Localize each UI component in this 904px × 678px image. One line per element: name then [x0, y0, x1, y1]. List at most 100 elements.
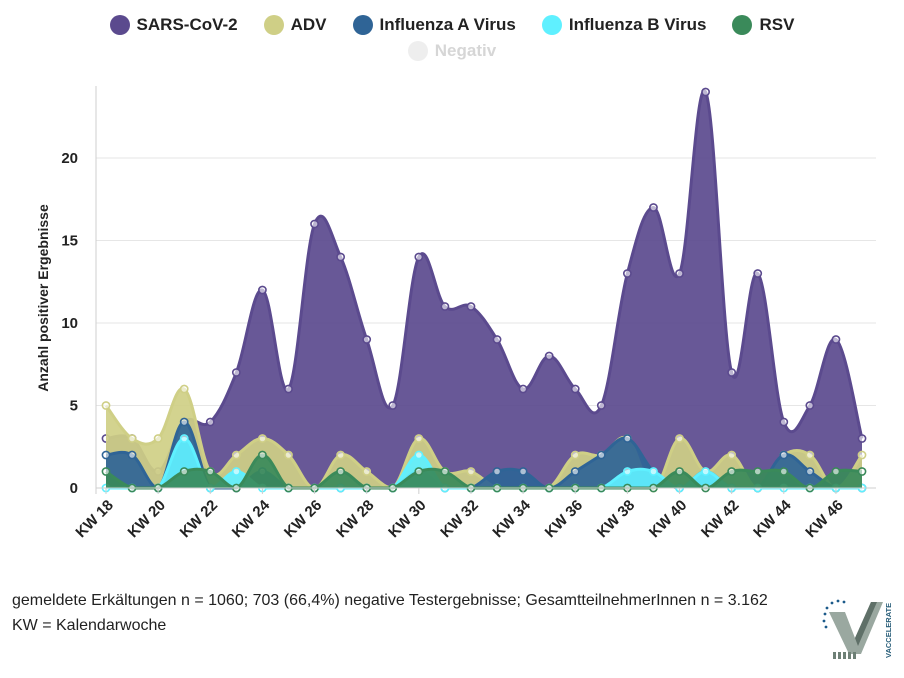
- data-point[interactable]: [570, 450, 580, 460]
- data-point[interactable]: [388, 401, 398, 410]
- data-point[interactable]: [570, 467, 580, 476]
- data-point[interactable]: [779, 467, 789, 476]
- legend-swatch: [109, 15, 130, 35]
- data-point[interactable]: [805, 450, 815, 460]
- legend-swatch: [263, 15, 284, 35]
- data-point[interactable]: [284, 450, 293, 460]
- data-point[interactable]: [179, 384, 189, 394]
- data-point[interactable]: [831, 467, 841, 476]
- legend-item-negativ[interactable]: Negativ: [407, 41, 496, 61]
- data-point[interactable]: [336, 252, 346, 262]
- data-point[interactable]: [701, 467, 710, 476]
- data-point[interactable]: [362, 467, 372, 476]
- data-point[interactable]: [205, 417, 215, 427]
- data-point[interactable]: [284, 384, 293, 394]
- legend-item-influenza-a-virus[interactable]: Influenza A Virus: [352, 15, 516, 35]
- data-point[interactable]: [831, 335, 841, 344]
- series-sars-cov-2: [101, 87, 867, 488]
- legend-item-adv[interactable]: ADV: [263, 15, 327, 35]
- logo-stars: [822, 599, 846, 629]
- data-point[interactable]: [258, 450, 267, 460]
- data-point[interactable]: [440, 467, 450, 476]
- x-tick-label: KW 24: [229, 496, 274, 541]
- data-point[interactable]: [622, 269, 632, 278]
- data-point[interactable]: [544, 351, 554, 361]
- data-point[interactable]: [675, 434, 684, 443]
- data-point[interactable]: [101, 450, 111, 460]
- data-point[interactable]: [727, 368, 737, 377]
- data-point[interactable]: [127, 434, 137, 443]
- data-point[interactable]: [231, 467, 241, 476]
- data-point[interactable]: [857, 467, 867, 476]
- data-point[interactable]: [336, 450, 346, 460]
- data-point[interactable]: [101, 467, 111, 476]
- data-point[interactable]: [414, 252, 424, 262]
- data-point[interactable]: [492, 335, 502, 344]
- x-tick-label: KW 42: [698, 497, 742, 541]
- y-tick-label: 5: [70, 398, 78, 415]
- data-point[interactable]: [779, 417, 789, 427]
- data-point[interactable]: [805, 467, 815, 476]
- data-point[interactable]: [518, 384, 528, 394]
- data-point[interactable]: [466, 302, 476, 311]
- data-point[interactable]: [857, 434, 867, 443]
- data-point[interactable]: [179, 417, 189, 427]
- data-point[interactable]: [753, 269, 763, 278]
- vaccelerate-logo: VACCELERATE: [822, 599, 893, 659]
- data-point[interactable]: [310, 219, 319, 229]
- data-point[interactable]: [701, 87, 710, 97]
- data-point[interactable]: [414, 467, 424, 476]
- data-point[interactable]: [414, 434, 424, 443]
- data-point[interactable]: [179, 434, 189, 443]
- legend-item-sars-cov-2[interactable]: SARS-CoV-2: [109, 15, 238, 35]
- data-point[interactable]: [362, 335, 372, 344]
- data-point[interactable]: [414, 450, 424, 460]
- y-tick-label: 0: [70, 480, 78, 497]
- data-point[interactable]: [258, 434, 267, 443]
- y-axis: 0 5 10 15 20: [61, 86, 97, 497]
- series-areas: [101, 87, 867, 493]
- data-point[interactable]: [153, 434, 163, 443]
- data-point[interactable]: [675, 269, 684, 278]
- x-tick-label: KW 46: [802, 497, 846, 541]
- data-point[interactable]: [622, 434, 632, 443]
- logo-v-shape: [829, 602, 883, 654]
- data-point[interactable]: [258, 285, 267, 295]
- data-point[interactable]: [466, 467, 476, 476]
- data-point[interactable]: [127, 450, 137, 460]
- data-point[interactable]: [857, 450, 867, 460]
- series-area: [106, 388, 862, 488]
- legend-swatch: [732, 15, 753, 35]
- y-tick-label: 10: [61, 315, 78, 332]
- data-point[interactable]: [649, 467, 658, 476]
- legend-item-rsv[interactable]: RSV: [732, 15, 794, 35]
- data-point[interactable]: [649, 203, 658, 212]
- data-point[interactable]: [336, 467, 346, 476]
- data-point[interactable]: [492, 467, 502, 476]
- data-point[interactable]: [518, 467, 528, 476]
- data-point[interactable]: [596, 450, 606, 460]
- legend-label: Influenza B Virus: [568, 15, 707, 34]
- data-point[interactable]: [231, 450, 241, 460]
- data-point[interactable]: [570, 384, 580, 394]
- x-tick-label: KW 26: [281, 497, 325, 541]
- logo-bars: [833, 652, 856, 659]
- legend-item-influenza-b-virus[interactable]: Influenza B Virus: [541, 15, 707, 35]
- data-point[interactable]: [622, 467, 632, 476]
- data-point[interactable]: [440, 302, 450, 311]
- x-tick-label: KW 44: [750, 496, 795, 541]
- data-point[interactable]: [179, 467, 189, 476]
- data-point[interactable]: [727, 467, 737, 476]
- data-point[interactable]: [805, 401, 815, 410]
- data-point[interactable]: [231, 368, 241, 377]
- data-point[interactable]: [101, 401, 111, 410]
- data-point[interactable]: [753, 467, 763, 476]
- data-point[interactable]: [596, 401, 606, 410]
- data-point[interactable]: [205, 467, 215, 476]
- legend-swatch: [407, 41, 428, 61]
- y-tick-label: 20: [61, 150, 78, 167]
- data-point[interactable]: [779, 450, 789, 460]
- data-point[interactable]: [727, 450, 737, 460]
- data-point[interactable]: [675, 467, 684, 476]
